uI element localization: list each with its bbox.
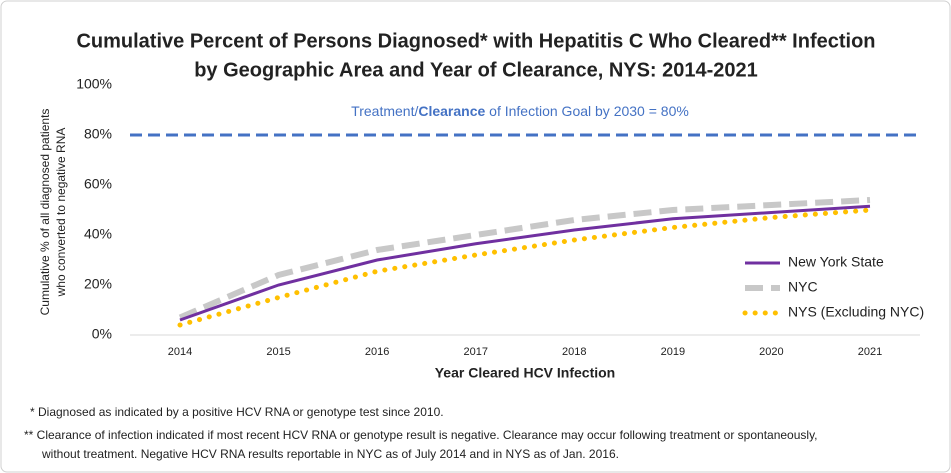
annotation-part: of Infection Goal by 2030 = 80% — [485, 103, 689, 119]
y-axis-title: who converted to negative RNA — [54, 128, 68, 298]
x-tick-label: 2021 — [858, 346, 882, 358]
x-tick-label: 2018 — [562, 346, 586, 358]
y-axis-title: Cumulative % of all diagnosed patients — [38, 109, 52, 316]
annotation-part: Treatment/ — [351, 103, 418, 119]
x-tick-label: 2015 — [266, 346, 290, 358]
y-tick-label: 80% — [84, 126, 112, 142]
footnote: ** Clearance of infection indicated if m… — [24, 428, 818, 442]
y-tick-label: 60% — [84, 176, 112, 192]
x-tick-label: 2016 — [365, 346, 389, 358]
y-tick-label: 20% — [84, 276, 112, 292]
x-tick-label: 2014 — [168, 346, 192, 358]
legend-label: NYS (Excluding NYC) — [788, 304, 924, 320]
series-line — [179, 204, 871, 322]
x-axis-title: Year Cleared HCV Infection — [435, 365, 616, 381]
legend-label: New York State — [788, 254, 884, 270]
chart-title: Cumulative Percent of Persons Diagnosed*… — [76, 30, 875, 52]
footnote: * Diagnosed as indicated by a positive H… — [30, 405, 444, 419]
y-tick-label: 100% — [76, 76, 112, 92]
y-tick-label: 0% — [92, 326, 112, 342]
x-tick-label: 2019 — [661, 346, 685, 358]
x-tick-label: 2017 — [463, 346, 487, 358]
series-line — [178, 197, 871, 321]
goal-annotation: Treatment/Clearance of Infection Goal by… — [351, 103, 689, 119]
series-line — [177, 207, 873, 328]
legend-label: NYC — [788, 279, 818, 295]
footnote: without treatment. Negative HCV RNA resu… — [41, 447, 619, 461]
chart-title: by Geographic Area and Year of Clearance… — [194, 59, 758, 81]
x-tick-label: 2020 — [759, 346, 783, 358]
annotation-part: Clearance — [418, 103, 485, 119]
y-tick-label: 40% — [84, 226, 112, 242]
